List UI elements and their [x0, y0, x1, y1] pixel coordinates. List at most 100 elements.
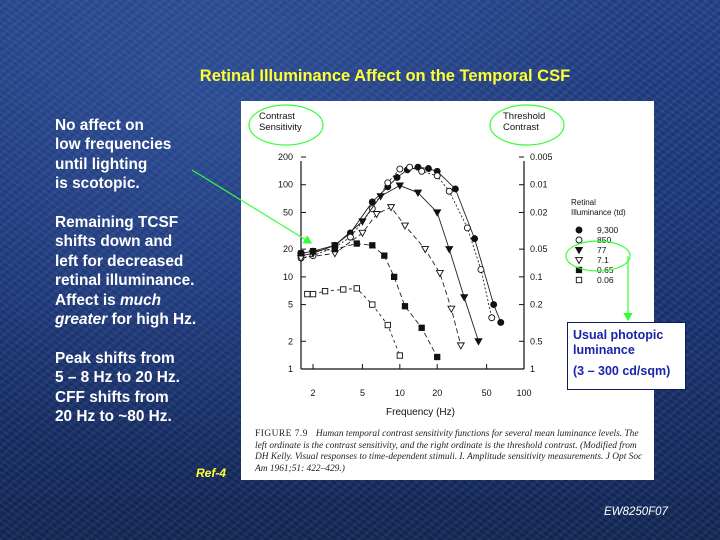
legend-title: Illuminance (td) [571, 208, 626, 217]
data-point [393, 173, 401, 181]
text-segment: Remaining TCSF [55, 214, 179, 232]
data-point [309, 290, 317, 298]
text-segment: shifts down and [55, 233, 173, 251]
right-tick-label: 0.5 [530, 336, 543, 346]
left-tick-label: 10 [283, 272, 293, 282]
data-point [418, 167, 426, 175]
right-tick-label: 1 [530, 364, 535, 374]
series-line-7-1 [300, 206, 462, 346]
text-line: low frequencies [55, 135, 245, 154]
text-segment: No affect on [55, 117, 144, 134]
text-line: Remaining TCSF [55, 213, 245, 232]
data-point [331, 245, 339, 253]
data-point [418, 324, 425, 331]
data-point [413, 189, 423, 197]
text-line: CFF shifts from [55, 388, 245, 407]
legend-title: Retinal [571, 198, 596, 207]
text-segment: CFF shifts from [55, 388, 169, 406]
data-point [406, 163, 414, 171]
text-line: Peak shifts from [55, 349, 245, 368]
data-point [321, 287, 329, 295]
text-segment: low frequencies [55, 136, 172, 154]
text-segment: 5 – 8 Hz to 20 Hz. [55, 369, 180, 387]
data-point [358, 229, 367, 238]
legend-marker [575, 226, 583, 234]
right-axis-label: Threshold [503, 111, 545, 122]
data-point [474, 338, 483, 346]
data-point [384, 179, 392, 187]
legend-label: 0.65 [597, 265, 614, 275]
data-point [421, 246, 430, 254]
legend-label: 77 [597, 245, 607, 255]
data-point [384, 321, 391, 329]
data-point [369, 242, 376, 249]
left-axis-label: Sensitivity [259, 122, 302, 133]
text-line: shifts down and [55, 232, 245, 251]
data-point [309, 248, 317, 255]
x-tick-label: 10 [395, 388, 405, 398]
legend-label: 9,300 [597, 225, 619, 235]
right-tick-label: 0.05 [530, 244, 548, 254]
text-line: Affect is much [55, 291, 245, 310]
left-tick-label: 100 [278, 180, 293, 190]
text-segment: 20 Hz to ~80 Hz. [55, 408, 172, 426]
right-tick-label: 0.2 [530, 300, 543, 310]
explanation-text: No affect on low frequencies until lightin… [55, 116, 245, 446]
figure-caption-text: Human temporal contrast sensitivity func… [255, 429, 643, 474]
data-point [372, 211, 381, 219]
right-tick-label: 0.02 [530, 207, 548, 217]
slide-code: EW8250F07 [604, 506, 668, 518]
data-point [463, 224, 471, 232]
data-point [297, 250, 305, 257]
reference-label: Ref-4 [196, 466, 227, 480]
x-tick-label: 5 [360, 388, 365, 398]
text-segment: retinal illuminance. [55, 272, 195, 290]
data-point [435, 270, 445, 278]
data-point [396, 352, 403, 359]
figure-panel: 1 2 5 10 20 50 100 200 1 0.5 0.2 0.1 0.05 0.02 0.01 0.0… [241, 101, 654, 480]
legend-marker [575, 276, 583, 284]
text-line: greater for high Hz. [55, 310, 245, 329]
figure-caption: FIGURE 7.9 Human temporal contrast sensit… [255, 429, 650, 475]
data-point [488, 314, 496, 322]
emphasis-text: much [120, 291, 162, 309]
data-point [433, 172, 441, 180]
legend-label: 850 [597, 235, 611, 245]
data-point [340, 286, 347, 293]
text-line: left for decreased [55, 252, 245, 271]
text-line: until lighting [55, 155, 245, 174]
photopic-luminance-box: Usual photopic luminance (3 – 300 cd/sqm… [567, 322, 686, 390]
data-point [368, 198, 376, 206]
figure-label: FIGURE 7.9 [255, 429, 308, 439]
photopic-box-line-3: (3 – 300 cd/sqm) [573, 364, 671, 378]
text-segment: for high Hz. [107, 311, 197, 329]
emphasis-text: greater [55, 311, 108, 329]
data-point [471, 235, 479, 243]
photopic-box-line-2: luminance [573, 343, 635, 357]
text-segment: Affect is [55, 291, 120, 309]
data-point [447, 305, 456, 314]
data-point [460, 294, 469, 302]
text-line: 20 Hz to ~80 Hz. [55, 407, 245, 426]
left-tick-label: 2 [288, 336, 293, 346]
slide-title: Retinal Illuminance Affect on the Tempor… [199, 67, 571, 85]
legend-label: 0.06 [597, 275, 614, 285]
text-line: 5 – 8 Hz to 20 Hz. [55, 368, 245, 387]
legend-marker [574, 246, 584, 255]
data-point [304, 290, 311, 298]
text-line: retinal illuminance. [55, 271, 245, 290]
data-point [353, 240, 360, 247]
left-axis-label: Contrast [259, 111, 295, 122]
data-point [330, 242, 340, 250]
left-tick-label: 200 [278, 152, 293, 162]
data-point [386, 204, 396, 212]
data-point [390, 273, 398, 281]
data-point [358, 218, 367, 226]
text-segment: is scotopic. [55, 175, 140, 193]
data-point [490, 301, 498, 309]
right-tick-label: 0.01 [530, 180, 548, 190]
left-tick-label: 50 [283, 207, 293, 217]
data-point [433, 209, 442, 217]
x-axis-label: Frequency (Hz) [386, 407, 455, 418]
data-point [477, 266, 485, 274]
